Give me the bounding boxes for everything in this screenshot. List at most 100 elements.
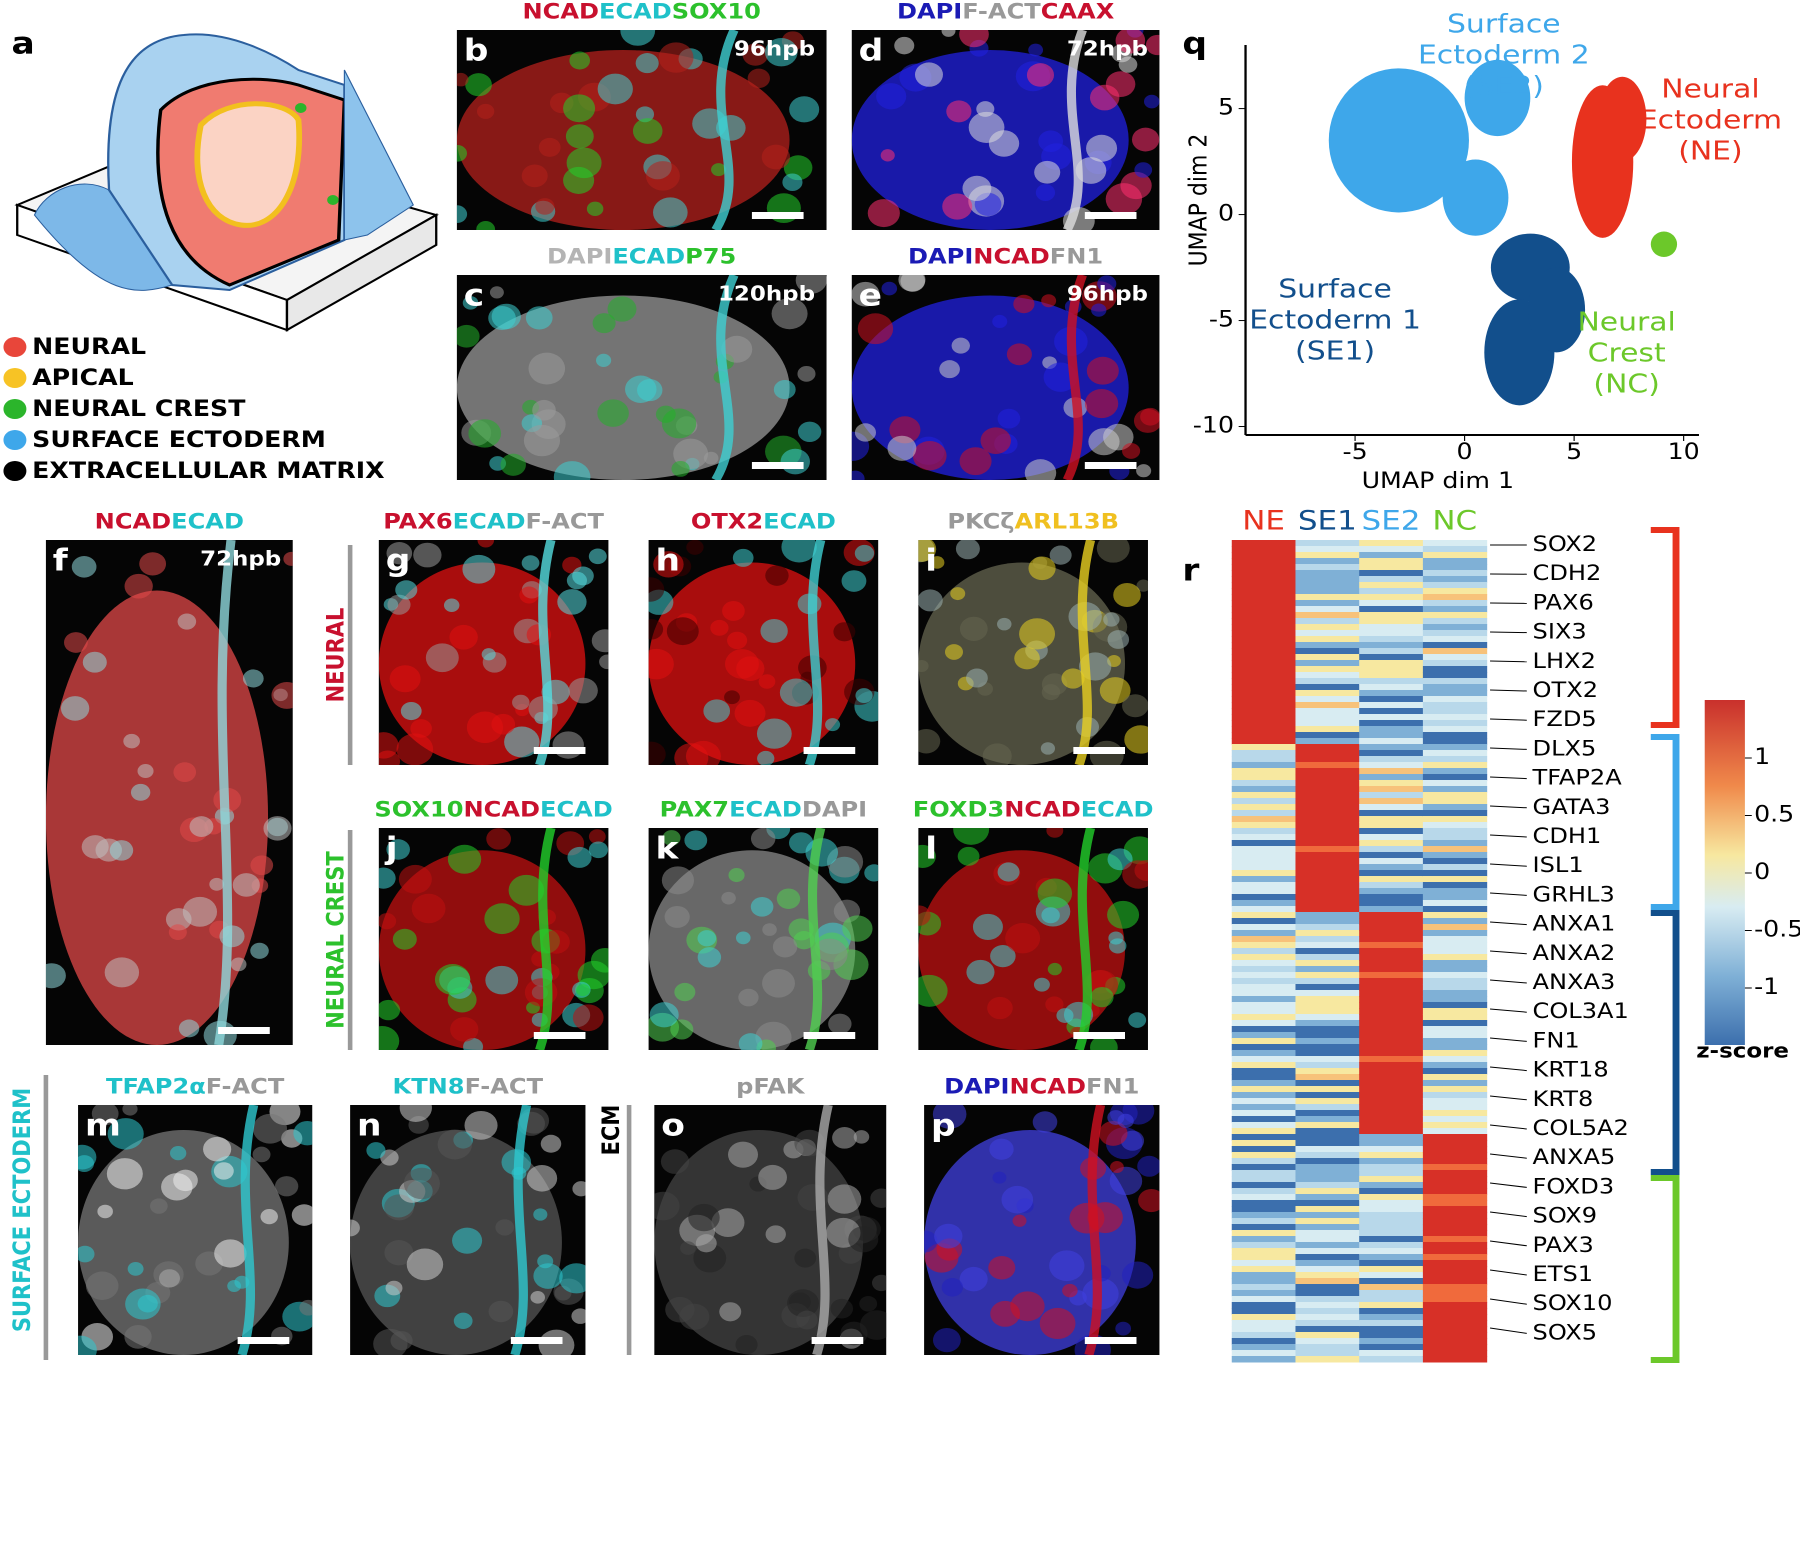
heat-row	[1422, 552, 1488, 559]
heat-row	[1422, 810, 1488, 817]
stain: ECAD	[453, 509, 526, 533]
cell	[588, 841, 609, 859]
cell	[1084, 389, 1119, 419]
cell	[674, 743, 709, 765]
heat-row	[1295, 1236, 1360, 1243]
cell	[250, 942, 269, 959]
heat-row	[1231, 570, 1297, 577]
heat-row	[1231, 1032, 1297, 1039]
stain: PAX7	[660, 797, 729, 821]
cell	[512, 694, 530, 710]
heat-row	[1231, 1056, 1297, 1063]
cell	[107, 1118, 144, 1150]
heat-row	[1359, 1182, 1424, 1189]
heat-row	[1359, 876, 1424, 883]
heat-row	[1359, 1212, 1424, 1219]
heat-row	[1231, 1248, 1297, 1255]
gene-leader	[1489, 1269, 1527, 1276]
y-tick-label: -10	[1193, 412, 1234, 438]
cell	[565, 124, 594, 149]
cell	[387, 594, 411, 615]
heat-row	[1359, 1200, 1424, 1207]
gene-leader	[1489, 1037, 1527, 1042]
heat-row	[1359, 792, 1424, 799]
image-content	[851, 30, 1160, 230]
heat-row	[1295, 1056, 1360, 1063]
heat-row	[1359, 822, 1424, 829]
cell	[521, 164, 548, 188]
heat-row	[1422, 1146, 1488, 1153]
cell	[127, 1261, 144, 1276]
column-label: NC	[1432, 504, 1477, 536]
cell	[1115, 1321, 1132, 1336]
heat-row	[1422, 924, 1488, 931]
cell	[1115, 30, 1146, 54]
cell	[670, 1019, 694, 1040]
heat-row	[1359, 774, 1424, 781]
heat-row	[1295, 990, 1360, 997]
cell	[504, 726, 540, 758]
heat-row	[1295, 720, 1360, 727]
heat-row	[1231, 942, 1297, 949]
heat-row	[1295, 960, 1360, 967]
heat-row	[1231, 684, 1297, 691]
cell	[537, 1254, 554, 1269]
cell	[848, 1226, 879, 1253]
cell	[571, 1308, 586, 1324]
legend-label: NEURAL	[32, 334, 146, 360]
heat-row	[1231, 738, 1297, 745]
heat-row	[1422, 1020, 1488, 1027]
heat-row	[1422, 786, 1488, 793]
cell	[756, 718, 792, 749]
heat-row	[1231, 1086, 1297, 1093]
heat-row	[1359, 1344, 1424, 1351]
heat-row	[1359, 1338, 1424, 1345]
timepoint: 72hpb	[200, 548, 281, 571]
cell	[1138, 1189, 1160, 1213]
cell	[263, 816, 292, 841]
heat-row	[1359, 618, 1424, 625]
cell	[762, 968, 795, 998]
image-content	[924, 1105, 1160, 1355]
heat-row	[1295, 828, 1360, 835]
stain: ECAD	[540, 797, 613, 821]
cell	[590, 947, 609, 973]
heat-row	[1422, 1188, 1488, 1195]
cell	[853, 1130, 870, 1144]
heat-row	[1231, 630, 1297, 637]
heat-row	[1422, 984, 1488, 991]
heat-row	[1295, 1032, 1360, 1039]
micrograph: p DAPINCADFN1	[924, 1074, 1160, 1355]
heat-row	[1359, 858, 1424, 865]
cell	[959, 447, 992, 476]
cell	[830, 1298, 854, 1319]
cell	[728, 1141, 759, 1168]
heat-row	[1359, 948, 1424, 955]
panel-label: j	[384, 830, 398, 865]
heat-row	[1231, 972, 1297, 979]
heat-row	[1359, 804, 1424, 811]
cell	[980, 427, 1011, 454]
cell	[684, 830, 708, 851]
panel-label: f	[53, 542, 69, 577]
panel-label: h	[655, 542, 680, 577]
cell	[842, 915, 873, 942]
heat-row	[1359, 1134, 1424, 1141]
cell	[586, 201, 604, 217]
heat-row	[1359, 726, 1424, 733]
heat-row	[1359, 1062, 1424, 1069]
heat-row	[1359, 732, 1424, 739]
heat-row	[1231, 912, 1297, 919]
cell	[123, 733, 140, 749]
gene-label: FZD5	[1533, 708, 1597, 732]
heat-row	[1295, 564, 1360, 571]
heat-row	[1359, 966, 1424, 973]
heat-row	[1422, 1272, 1488, 1279]
cluster-cloud	[1598, 76, 1647, 162]
heat-row	[1295, 1326, 1360, 1333]
stain: F-ACT	[465, 1074, 544, 1098]
cell	[880, 149, 895, 162]
cell	[588, 548, 607, 565]
gene-leader	[1489, 979, 1527, 984]
stain: P75	[685, 244, 736, 268]
